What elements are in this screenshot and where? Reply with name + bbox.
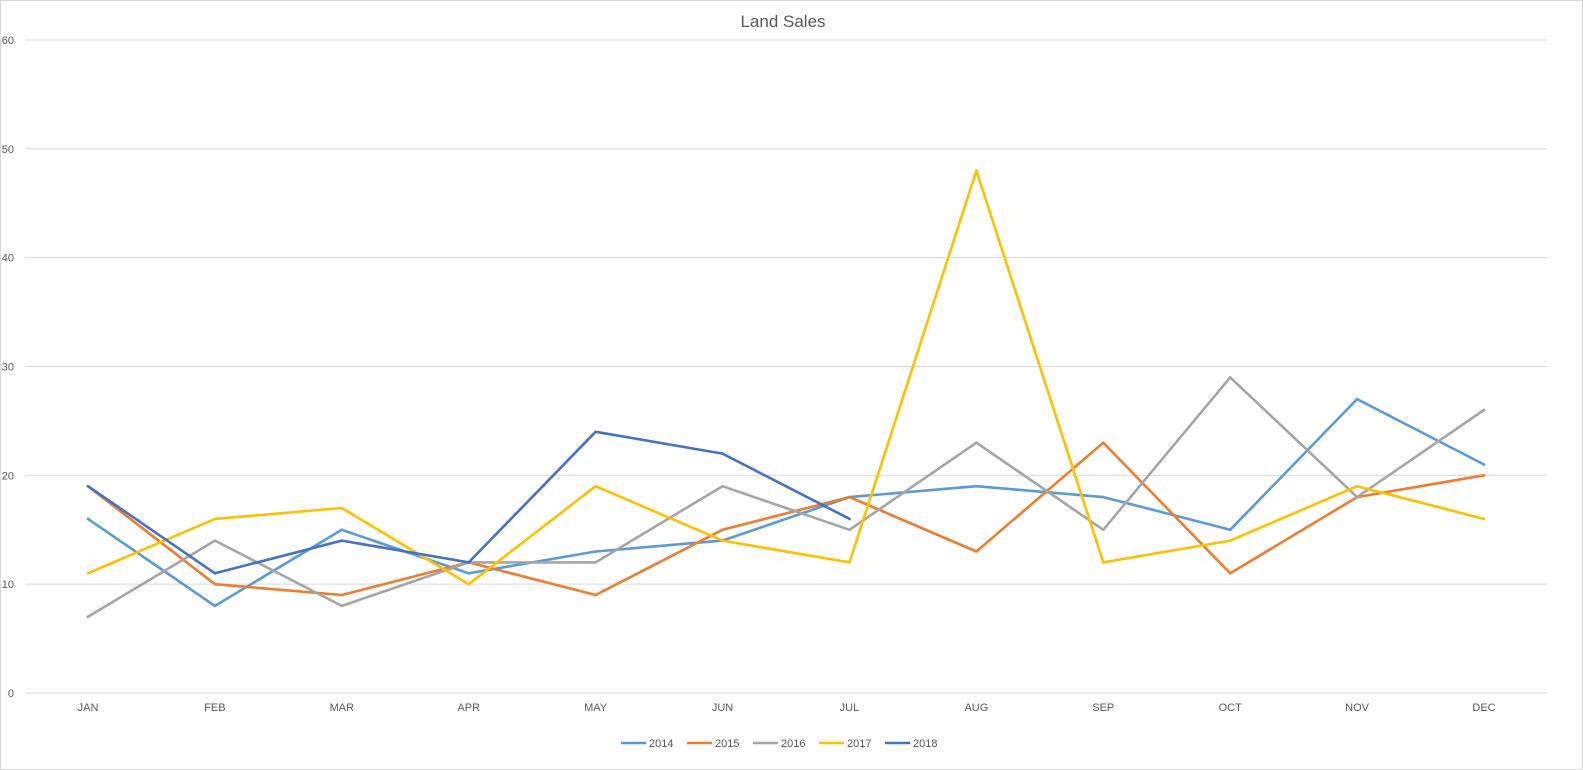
x-tick-label: JAN [78, 702, 99, 714]
legend-label-2018: 2018 [913, 738, 937, 750]
legend-label-2014: 2014 [649, 738, 673, 750]
data-point-2018 [721, 452, 724, 455]
data-point-2016 [721, 484, 724, 488]
series-line-2015 [86, 441, 1486, 597]
x-tick-label: MAR [330, 702, 355, 714]
data-point-2016 [340, 604, 344, 608]
data-point-2016 [1228, 376, 1232, 379]
data-point-2014 [467, 571, 471, 575]
data-point-2017 [975, 169, 978, 172]
data-point-2016 [848, 528, 851, 532]
data-point-2014 [975, 484, 978, 488]
data-point-2014 [1482, 463, 1486, 466]
data-point-2015 [594, 593, 597, 597]
data-point-2015 [975, 550, 978, 553]
series-line-2016 [86, 376, 1486, 619]
data-point-2018 [213, 571, 217, 575]
x-tick-label: SEP [1092, 702, 1114, 714]
series-line-2017 [86, 169, 1486, 586]
data-point-2017 [1228, 539, 1232, 542]
data-point-2014 [594, 550, 597, 553]
y-tick-label: 10 [2, 579, 14, 591]
data-point-2015 [340, 593, 344, 597]
x-axis-ticks: JAN FEB MAR APR MAY JUN JUL AUG SEP OCT NOV DEC [78, 702, 1496, 714]
legend: 2014 2015 2016 2017 2018 [621, 738, 937, 750]
data-point-2014 [1101, 495, 1105, 499]
series-line-2018 [86, 430, 851, 575]
x-tick-label: MAY [584, 702, 608, 714]
data-point-2018 [594, 430, 597, 434]
x-tick-label: NOV [1345, 702, 1370, 714]
chart-title: Land Sales [740, 12, 825, 31]
y-tick-label: 40 [2, 253, 14, 265]
data-point-2016 [975, 441, 978, 444]
y-tick-label: 20 [2, 470, 14, 482]
data-point-2018 [848, 517, 851, 521]
y-tick-label: 50 [2, 144, 14, 156]
data-point-2016 [1482, 408, 1486, 412]
data-point-2017 [213, 517, 217, 521]
x-tick-label: OCT [1219, 702, 1243, 714]
data-point-2015 [1101, 441, 1105, 444]
data-point-2017 [848, 561, 851, 564]
data-point-2014 [213, 604, 217, 608]
x-tick-label: DEC [1472, 702, 1495, 714]
data-point-2015 [1228, 571, 1232, 575]
x-tick-label: APR [457, 702, 480, 714]
data-point-2014 [1228, 528, 1232, 532]
data-point-2017 [86, 571, 90, 575]
data-point-2018 [467, 561, 471, 564]
data-point-2014 [86, 517, 90, 521]
data-point-2017 [1482, 517, 1486, 521]
data-point-2017 [721, 539, 724, 542]
data-point-2017 [340, 506, 344, 510]
y-tick-label: 30 [2, 362, 14, 374]
series-line-2014 [86, 397, 1486, 608]
data-point-2014 [1355, 397, 1359, 401]
y-axis-ticks: 0 10 20 30 40 50 60 [2, 35, 14, 700]
y-tick-label: 60 [2, 35, 14, 47]
data-point-2018 [340, 539, 344, 542]
data-point-2016 [86, 615, 90, 619]
data-point-2017 [467, 582, 471, 586]
data-point-2015 [213, 582, 217, 586]
data-point-2016 [213, 539, 217, 542]
data-point-2014 [340, 528, 344, 532]
legend-label-2015: 2015 [715, 738, 739, 750]
data-point-2016 [1355, 495, 1359, 499]
x-tick-label: JUL [840, 702, 860, 714]
data-point-2016 [1101, 528, 1105, 532]
x-tick-label: JUN [712, 702, 733, 714]
x-tick-label: FEB [204, 702, 225, 714]
data-point-2015 [721, 528, 724, 532]
data-point-2017 [1355, 484, 1359, 488]
gridlines [25, 39, 1547, 694]
series-lines [86, 169, 1486, 619]
data-point-2016 [594, 561, 597, 564]
x-tick-label: AUG [964, 702, 988, 714]
data-point-2017 [1101, 561, 1105, 564]
data-point-2015 [1482, 474, 1486, 477]
legend-label-2017: 2017 [847, 738, 871, 750]
legend-label-2016: 2016 [781, 738, 805, 750]
data-point-2017 [594, 484, 597, 488]
data-point-2018 [86, 484, 90, 488]
data-point-2015 [848, 495, 851, 499]
y-tick-label: 0 [8, 688, 14, 700]
